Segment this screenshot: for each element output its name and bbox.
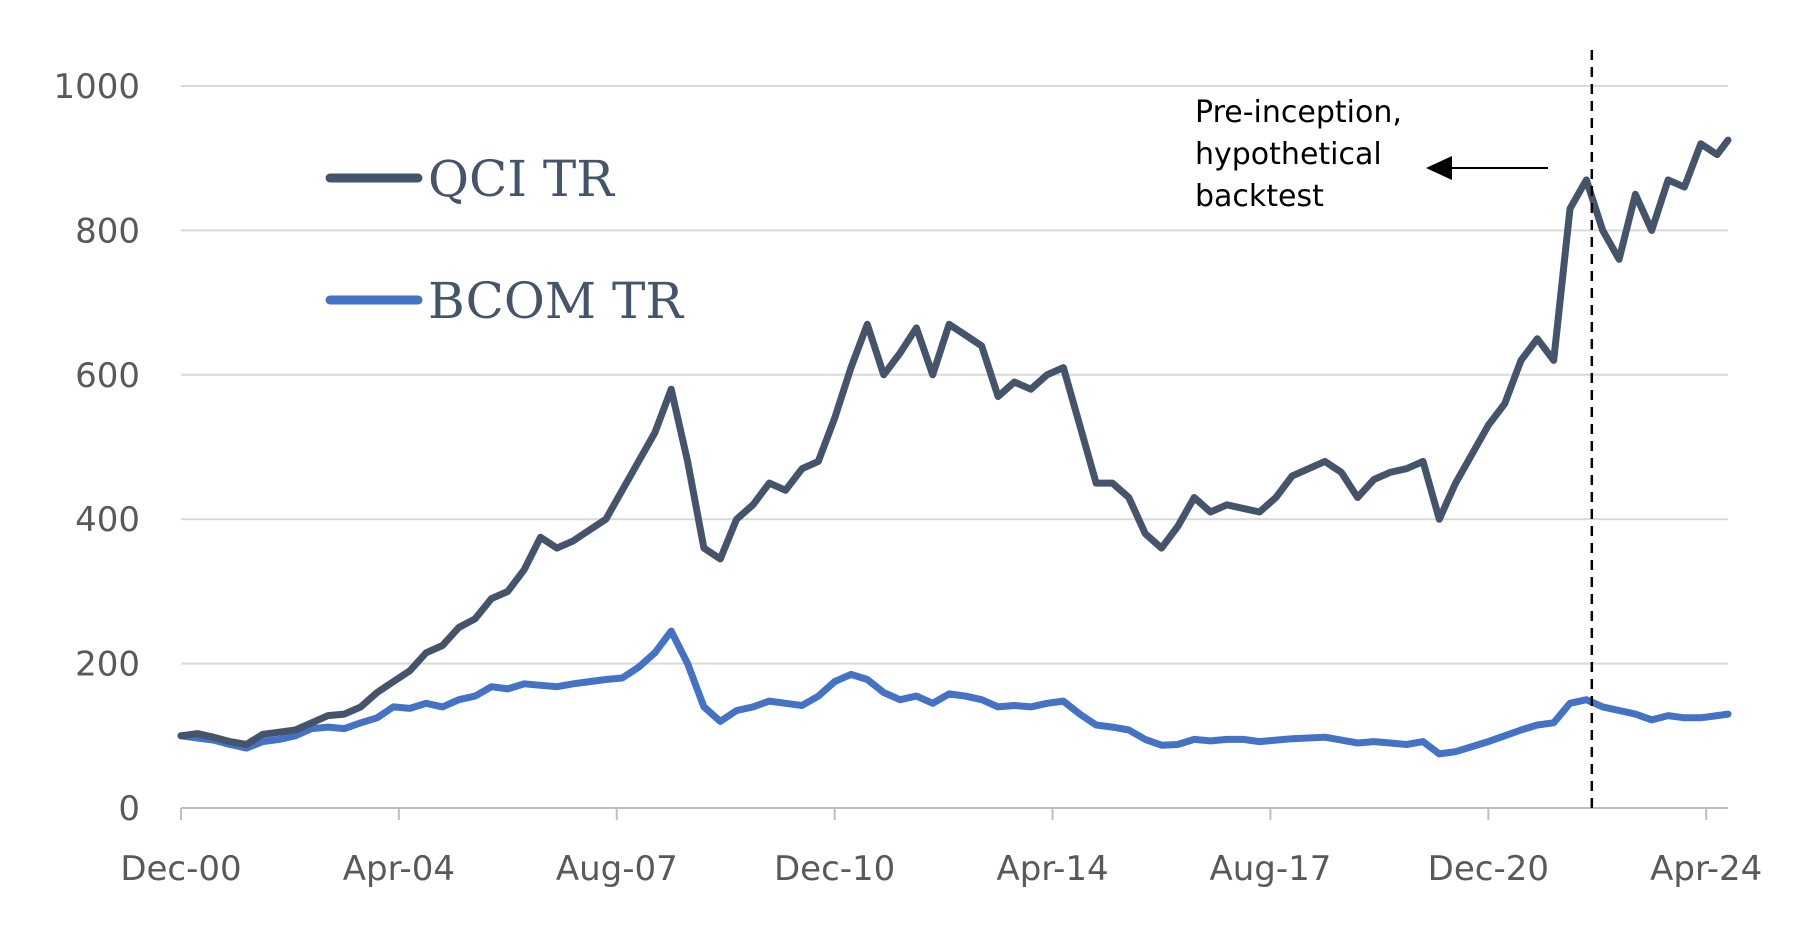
y-tick-label: 0: [118, 789, 140, 829]
x-tick-label: Dec-20: [1428, 849, 1549, 889]
annotation: Pre-inception, hypothetical backtest: [1195, 95, 1548, 214]
annotation-arrow-head-icon: [1426, 156, 1452, 180]
y-tick-label: 400: [75, 500, 140, 540]
series-line-bcom-tr: [177, 627, 1732, 758]
legend-label-bcom: BCOM TR: [428, 272, 684, 330]
x-tick-label: Dec-00: [120, 849, 241, 889]
y-tick-label: 1000: [53, 67, 140, 107]
x-tick-label: Aug-07: [556, 849, 678, 889]
x-axis-ticks: Dec-00 Apr-04 Aug-07 Dec-10 Apr-14 Aug-17 Dec-…: [120, 808, 1762, 889]
x-tick-label: Dec-10: [774, 849, 895, 889]
annotation-line-2: hypothetical: [1195, 137, 1382, 172]
x-tick-label: Apr-24: [1650, 849, 1762, 889]
series-lines: [177, 136, 1732, 758]
x-tick-label: Apr-04: [343, 849, 455, 889]
series-line-qci-tr: [177, 136, 1732, 748]
y-tick-label: 200: [75, 645, 140, 685]
legend-label-qci: QCI TR: [428, 150, 615, 208]
legend: QCI TR BCOM TR: [325, 150, 684, 330]
x-tick-label: Aug-17: [1209, 849, 1331, 889]
x-tick-label: Apr-14: [996, 849, 1108, 889]
y-tick-label: 800: [75, 211, 140, 251]
y-axis-ticks: 0 200 400 600 800 1000: [53, 67, 140, 829]
annotation-line-1: Pre-inception,: [1195, 95, 1402, 130]
annotation-line-3: backtest: [1195, 179, 1324, 214]
gridlines: [181, 85, 1728, 809]
y-tick-label: 600: [75, 356, 140, 396]
